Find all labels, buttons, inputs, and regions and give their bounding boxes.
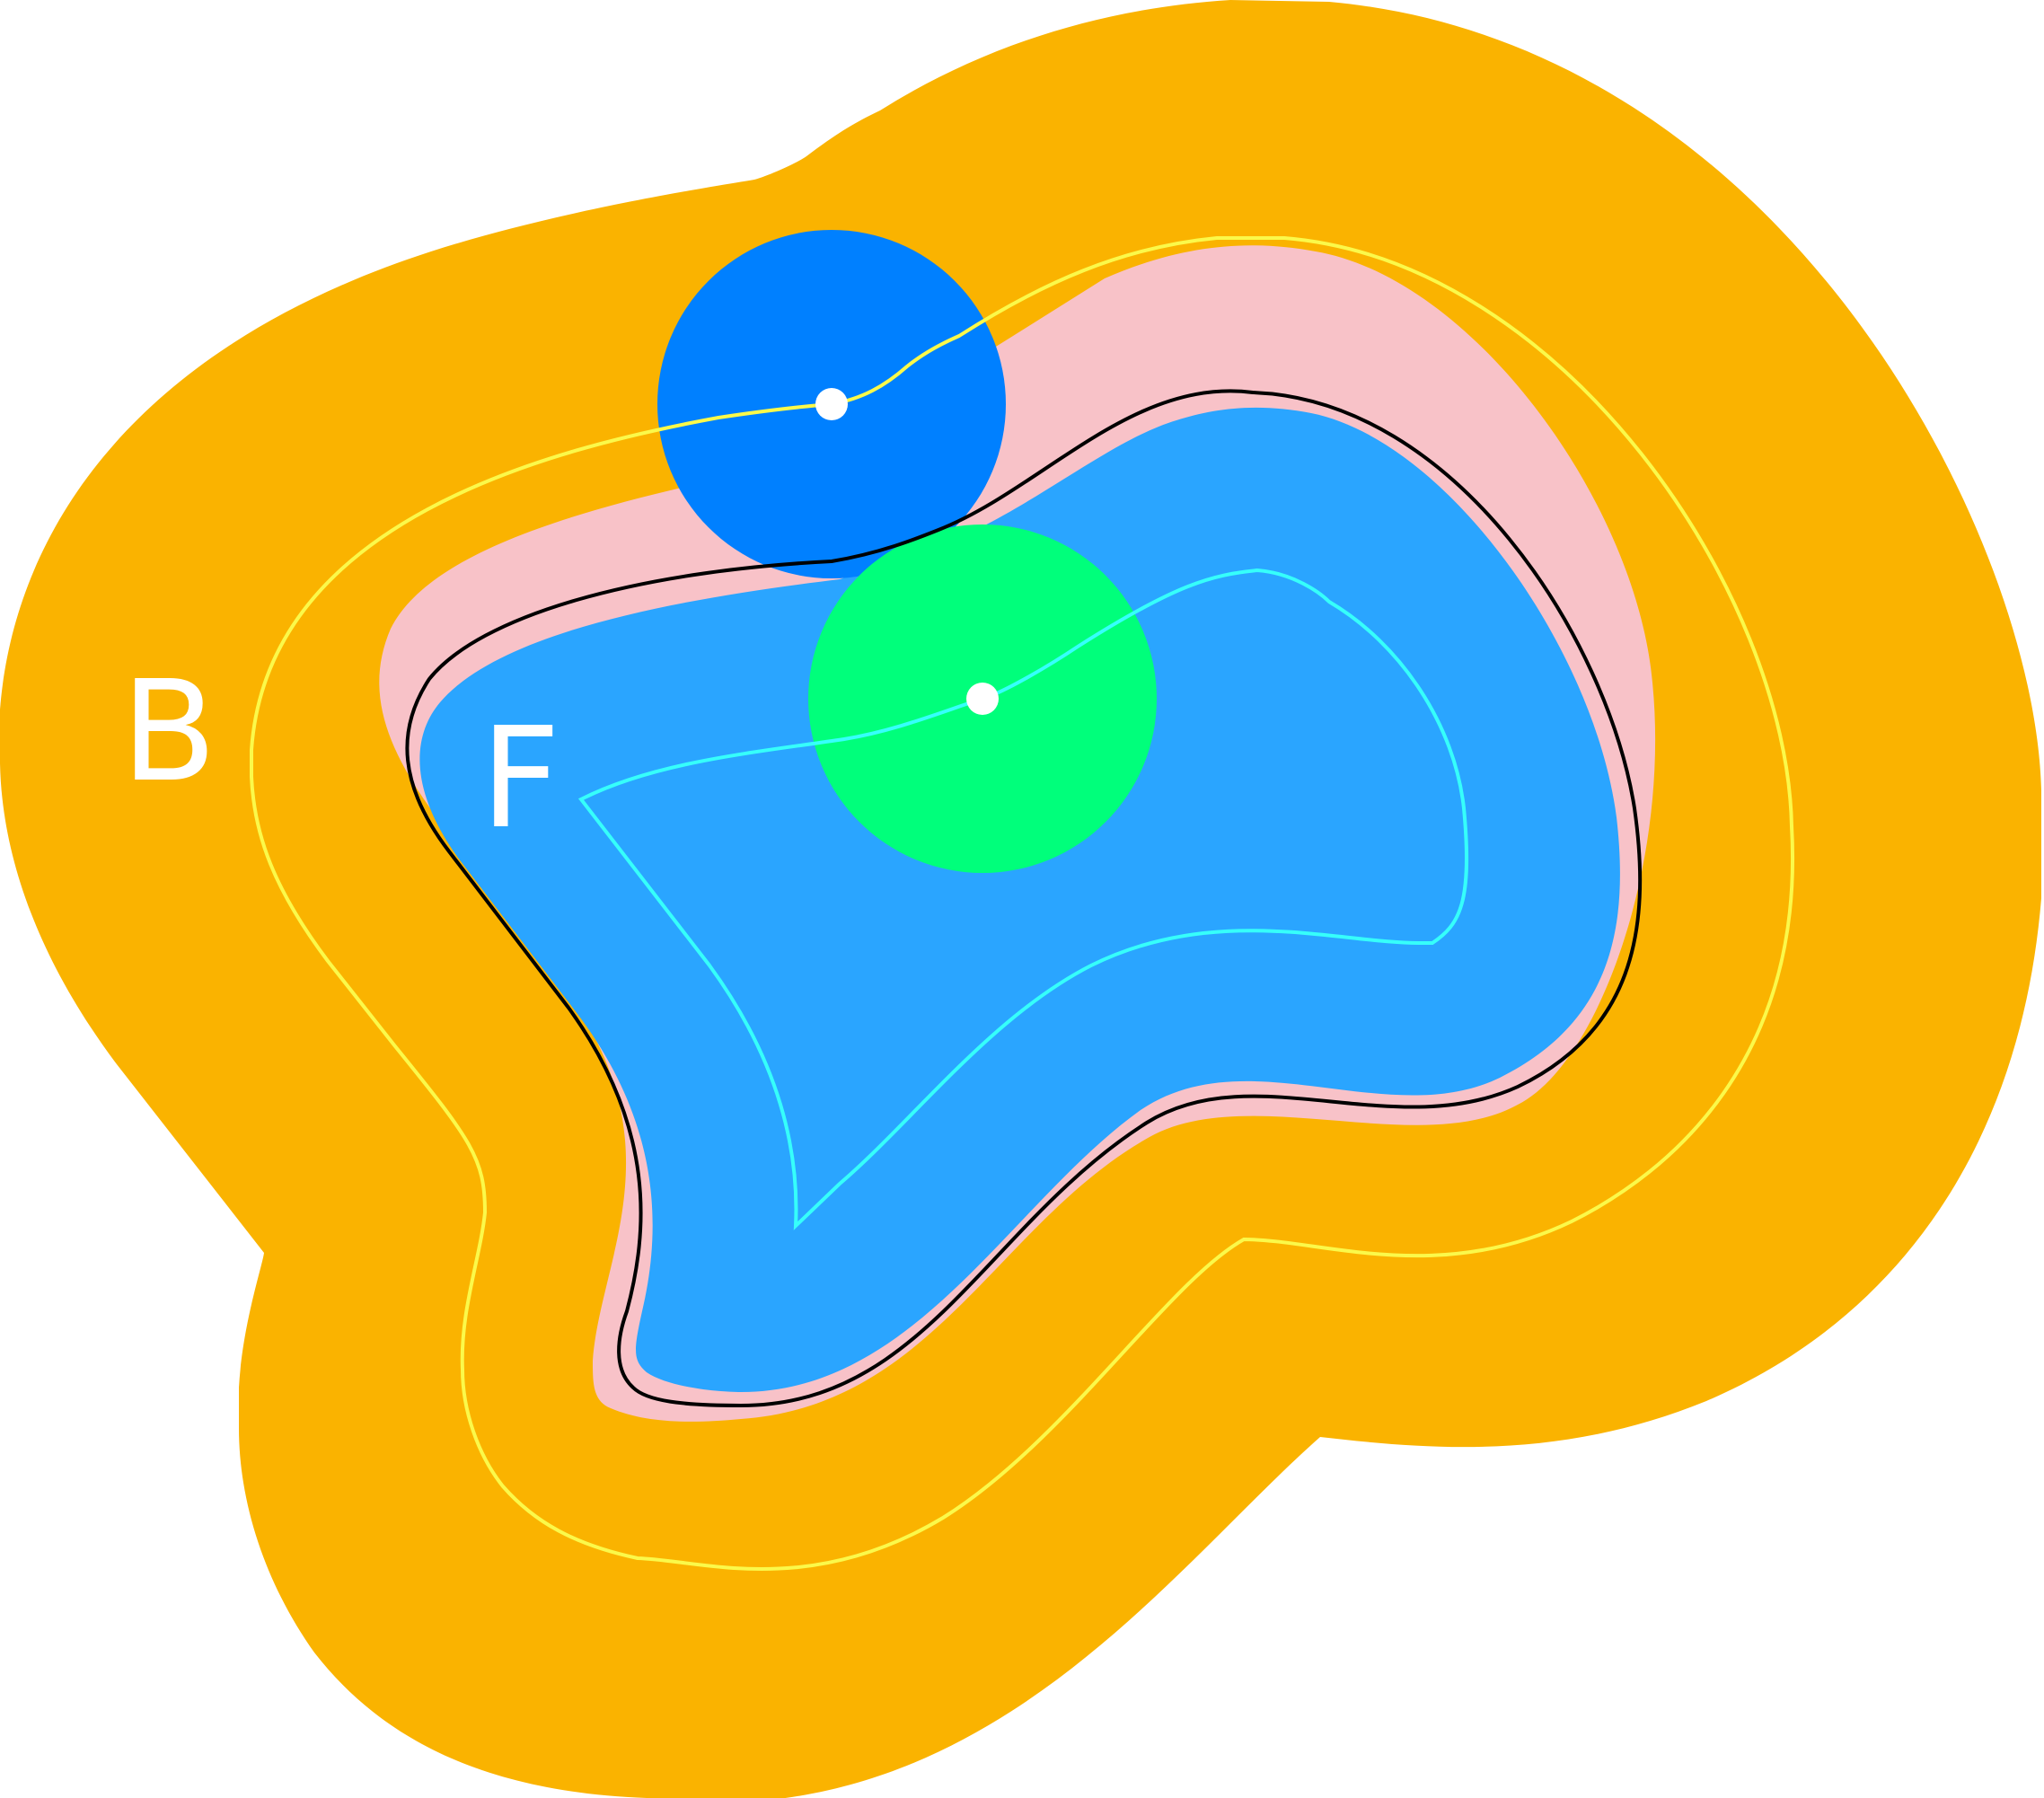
boundary-curve bbox=[405, 389, 1643, 1408]
outer-region-label: B bbox=[121, 650, 216, 813]
inner-region-label: F bbox=[480, 697, 560, 859]
dot-icon bbox=[815, 388, 848, 420]
dot-icon bbox=[966, 683, 999, 715]
inner-region-f bbox=[419, 407, 1620, 1392]
cyan-contour-curve bbox=[577, 568, 1469, 1230]
yellow-contour-curve bbox=[250, 236, 1795, 1571]
